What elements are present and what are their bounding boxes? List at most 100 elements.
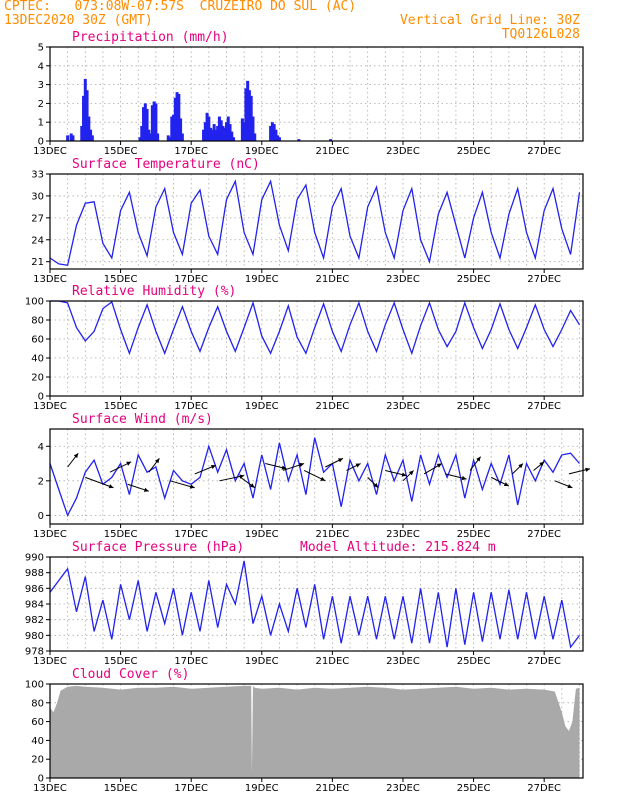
- precip-bar: [145, 109, 149, 141]
- panel-4: 978 980 982 984 986 988 990 13DEC 15DEC 17DEC 19DE…: [25, 540, 584, 667]
- x-tick-label: 23DEC: [386, 783, 420, 794]
- x-tick-label: 19DEC: [245, 274, 279, 285]
- plot-frame: [49, 46, 584, 142]
- x-tick-label: 17DEC: [174, 146, 208, 157]
- precip-bar: [216, 125, 220, 141]
- y-tick-label: 978: [25, 647, 44, 658]
- series-line: [50, 300, 581, 356]
- precip-bar: [270, 122, 274, 141]
- precip-bar: [240, 118, 244, 141]
- wind-arrowhead: [210, 465, 216, 469]
- x-tick-label: 27DEC: [527, 146, 561, 157]
- panel-title: Surface Pressure (hPa): [72, 540, 244, 555]
- y-tick-label: 100: [25, 680, 44, 691]
- x-tick-label: 19DEC: [245, 529, 279, 540]
- precip-bar: [89, 129, 93, 141]
- y-tick-label: 0: [38, 392, 44, 403]
- plot-frame: [49, 683, 584, 779]
- precip-bar: [71, 135, 75, 141]
- x-tick-label: 23DEC: [386, 146, 420, 157]
- precip-bar: [82, 95, 86, 141]
- precip-bar: [249, 95, 253, 141]
- precip-bar: [202, 129, 206, 141]
- precip-bar: [90, 135, 94, 141]
- y-tick-label: 988: [25, 568, 44, 579]
- y-tick-label: 1: [38, 118, 44, 129]
- panel-title: Cloud Cover (%): [72, 667, 189, 682]
- precip-bar: [247, 90, 251, 141]
- x-tick-label: 15DEC: [104, 401, 138, 412]
- x-tick-label: 13DEC: [33, 656, 67, 667]
- panel-3: 0 2 4 13DEC 15DEC 17DEC 19DEC 21DEC 23DEC 25DEC 27…: [33, 412, 591, 540]
- x-tick-label: 13DEC: [33, 401, 67, 412]
- wind-arrowhead: [299, 462, 305, 467]
- y-tick-label: 24: [31, 235, 44, 246]
- x-tick-label: 13DEC: [33, 274, 67, 285]
- x-tick-label: 25DEC: [457, 274, 491, 285]
- x-tick-label: 17DEC: [174, 529, 208, 540]
- x-tick-label: 17DEC: [174, 656, 208, 667]
- panel-1: 21 24 27 30 33 13DEC 15DEC 17DEC 19DEC 21DEC 23DEC…: [31, 157, 584, 285]
- series-line: [49, 560, 581, 649]
- precip-bar: [205, 112, 209, 141]
- wind-arrowhead: [189, 484, 195, 489]
- precip-bar: [168, 137, 172, 141]
- precip-bar: [138, 137, 142, 141]
- x-tick-label: 15DEC: [104, 529, 138, 540]
- precip-bar: [172, 114, 176, 141]
- wind-arrowhead: [436, 463, 442, 468]
- wind-arrowhead: [461, 475, 467, 481]
- x-tick-label: 21DEC: [316, 401, 350, 412]
- x-tick-label: 25DEC: [457, 529, 491, 540]
- y-tick-label: 40: [31, 736, 44, 747]
- header-line1: CPTEC: 073:08W-07:57S CRUZEIRO DO SUL (A…: [4, 0, 357, 14]
- y-tick-label: 20: [31, 373, 44, 384]
- precip-bar: [221, 125, 225, 141]
- x-tick-label: 23DEC: [386, 401, 420, 412]
- wind-arrowhead: [320, 476, 326, 481]
- x-tick-label: 23DEC: [386, 529, 420, 540]
- y-tick-label: 4: [38, 442, 44, 453]
- wind-arrowhead: [373, 483, 379, 488]
- x-tick-label: 27DEC: [527, 274, 561, 285]
- wind-arrowhead: [281, 465, 287, 470]
- wind-arrowhead: [567, 484, 573, 489]
- y-tick-label: 990: [25, 553, 44, 564]
- y-tick-label: 20: [31, 755, 44, 766]
- precip-bar: [66, 135, 70, 141]
- precip-bar: [154, 103, 158, 141]
- panel-5: 0 20 40 60 80 100 13DEC 15DEC 17DEC 19DEC 21DEC 23D…: [25, 667, 584, 794]
- x-tick-label: 17DEC: [174, 274, 208, 285]
- x-tick-label: 13DEC: [33, 529, 67, 540]
- x-tick-label: 15DEC: [104, 656, 138, 667]
- precip-bar: [142, 107, 146, 141]
- precip-bar: [180, 133, 184, 141]
- x-tick-label: 19DEC: [245, 783, 279, 794]
- y-tick-label: 21: [31, 257, 44, 268]
- precip-bar: [173, 97, 177, 141]
- precip-bar: [177, 94, 181, 141]
- precip-bar: [203, 122, 207, 141]
- precip-bar: [209, 127, 213, 141]
- precip-bar: [175, 92, 179, 141]
- x-tick-label: 21DEC: [316, 783, 350, 794]
- precip-bar: [274, 129, 278, 141]
- precip-bar: [269, 125, 273, 141]
- x-tick-label: 25DEC: [457, 783, 491, 794]
- wind-arrow: [85, 476, 114, 489]
- precip-bar: [297, 139, 301, 141]
- series-line: [49, 437, 580, 518]
- wind-arrowhead: [126, 461, 132, 466]
- y-tick-label: 27: [31, 213, 44, 224]
- wind-arrowhead: [73, 453, 79, 459]
- precip-bar: [219, 120, 223, 141]
- precip-bar: [244, 88, 248, 141]
- plot-frame: [49, 428, 584, 525]
- panel-title: Surface Temperature (nC): [72, 157, 260, 172]
- y-tick-label: 984: [25, 600, 44, 611]
- y-tick-label: 30: [31, 191, 44, 202]
- precip-bar: [85, 90, 89, 141]
- precip-bar: [87, 116, 91, 141]
- header-run-id: TQ0126L028: [501, 27, 580, 42]
